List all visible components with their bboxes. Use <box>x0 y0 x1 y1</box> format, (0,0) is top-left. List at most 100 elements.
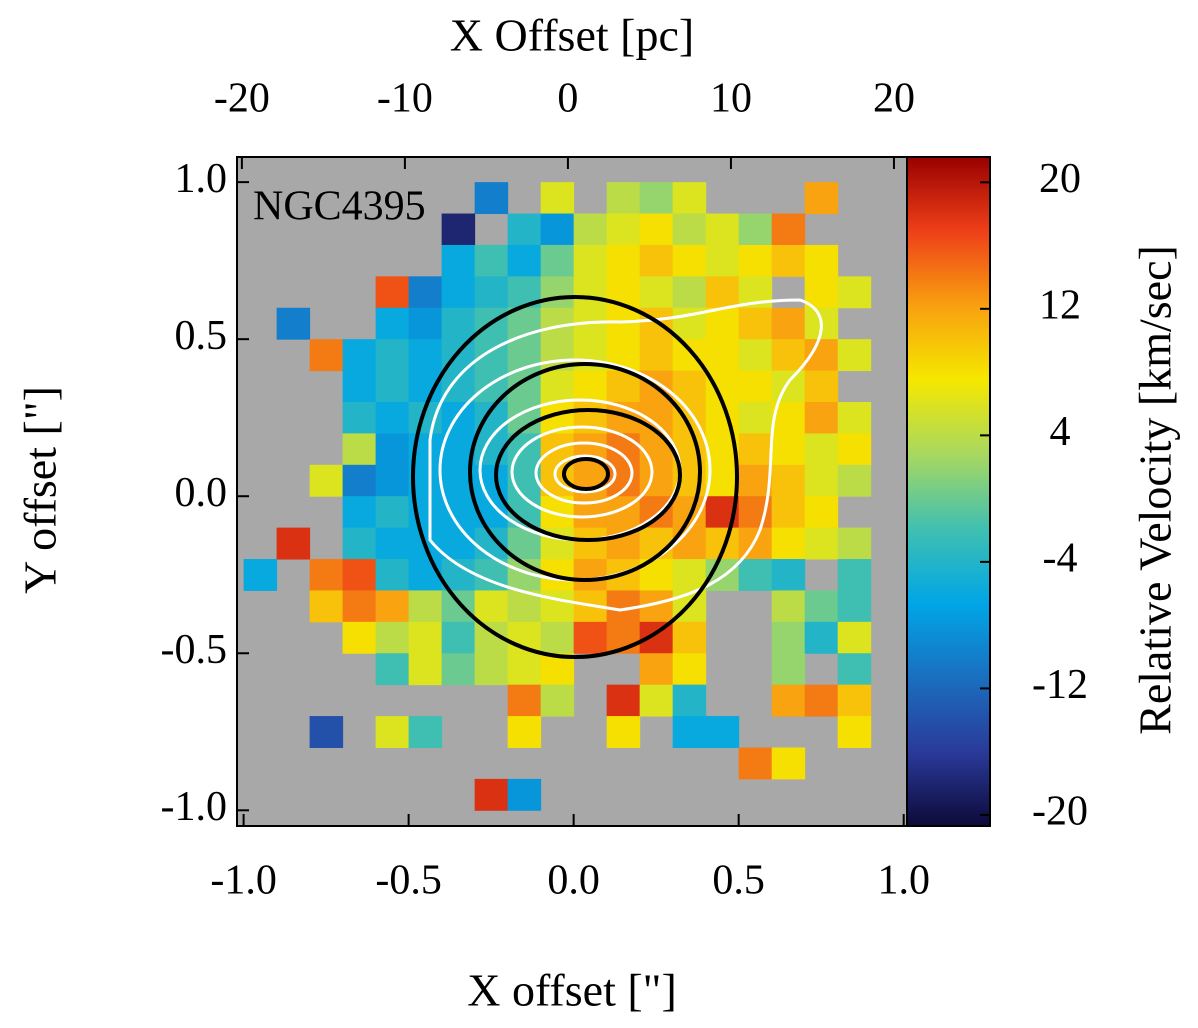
y-tick-label: -1.0 <box>161 784 228 830</box>
cell <box>309 464 344 497</box>
cell <box>606 213 641 246</box>
y-axis-title: Y offset ["] <box>15 386 66 594</box>
black-contour <box>411 295 739 659</box>
colorbar-tick-label: -20 <box>1032 789 1088 835</box>
cell <box>375 716 410 748</box>
cell <box>540 370 575 403</box>
cell <box>342 496 377 529</box>
cell <box>639 339 674 372</box>
black-contour <box>562 457 610 491</box>
cell <box>804 621 839 654</box>
cell <box>672 182 707 215</box>
cell <box>375 370 410 403</box>
cell <box>441 307 476 340</box>
cell <box>804 182 839 215</box>
cell <box>639 213 674 246</box>
cell <box>837 276 872 309</box>
cell <box>639 653 674 686</box>
cell <box>375 433 410 466</box>
cell <box>804 527 839 560</box>
cell <box>342 590 377 623</box>
cell <box>309 339 344 372</box>
cell <box>342 527 377 560</box>
colorbar-tick-label: -4 <box>1043 536 1078 582</box>
cell <box>771 559 806 591</box>
cell <box>606 244 641 277</box>
cell <box>738 339 773 372</box>
cell <box>375 527 410 560</box>
x-tick-label: -0.5 <box>375 858 442 904</box>
cell <box>738 747 773 780</box>
cell <box>804 433 839 466</box>
cell <box>342 621 377 654</box>
cell <box>507 244 542 277</box>
cell <box>804 590 839 623</box>
cell <box>375 339 410 372</box>
heatmap <box>237 157 907 826</box>
cell <box>672 716 707 748</box>
cell <box>639 684 674 717</box>
cell <box>441 527 476 560</box>
cell <box>705 244 740 277</box>
cell <box>507 684 542 717</box>
cell <box>771 653 806 686</box>
cell <box>342 401 377 434</box>
cell <box>672 213 707 246</box>
cell <box>408 590 443 623</box>
cell <box>771 339 806 372</box>
cell <box>375 276 410 309</box>
cell <box>474 778 509 811</box>
cell <box>540 276 575 309</box>
cell <box>474 244 509 277</box>
cell <box>771 307 806 340</box>
cell <box>837 590 872 623</box>
cell <box>738 464 773 497</box>
cell <box>540 684 575 717</box>
cell <box>771 527 806 560</box>
cell <box>375 401 410 434</box>
cell <box>672 653 707 686</box>
cell <box>606 182 641 215</box>
x-tick-label: -1.0 <box>210 858 277 904</box>
cell <box>672 684 707 717</box>
cell <box>507 653 542 686</box>
cell <box>276 527 311 560</box>
cell <box>375 496 410 529</box>
cell <box>639 244 674 277</box>
cell <box>804 496 839 529</box>
cell <box>573 527 608 560</box>
cell <box>771 747 806 780</box>
cell <box>804 276 839 309</box>
cell <box>639 276 674 309</box>
y-tick-label: 1.0 <box>175 156 228 202</box>
cell <box>408 653 443 686</box>
cell <box>738 213 773 246</box>
colorbar-tick-label: 12 <box>1039 282 1081 328</box>
cell <box>573 621 608 654</box>
y-tick-label: 0.5 <box>175 313 228 359</box>
cell <box>474 276 509 309</box>
cell <box>342 464 377 497</box>
cell <box>771 370 806 403</box>
cell <box>441 653 476 686</box>
cell <box>540 244 575 277</box>
cell <box>573 276 608 309</box>
cell <box>738 244 773 277</box>
cell <box>408 559 443 591</box>
cell <box>342 559 377 591</box>
cell <box>804 464 839 497</box>
x2-tick-label: 20 <box>873 76 915 122</box>
cell <box>738 433 773 466</box>
cell <box>837 433 872 466</box>
cell <box>540 590 575 623</box>
colorbar-tick-label: 4 <box>1050 409 1071 455</box>
cell <box>507 716 542 748</box>
cell <box>837 401 872 434</box>
cell <box>738 559 773 591</box>
cell <box>639 433 674 466</box>
cell <box>375 307 410 340</box>
cell <box>408 276 443 309</box>
cell <box>309 716 344 748</box>
contours <box>411 295 823 659</box>
